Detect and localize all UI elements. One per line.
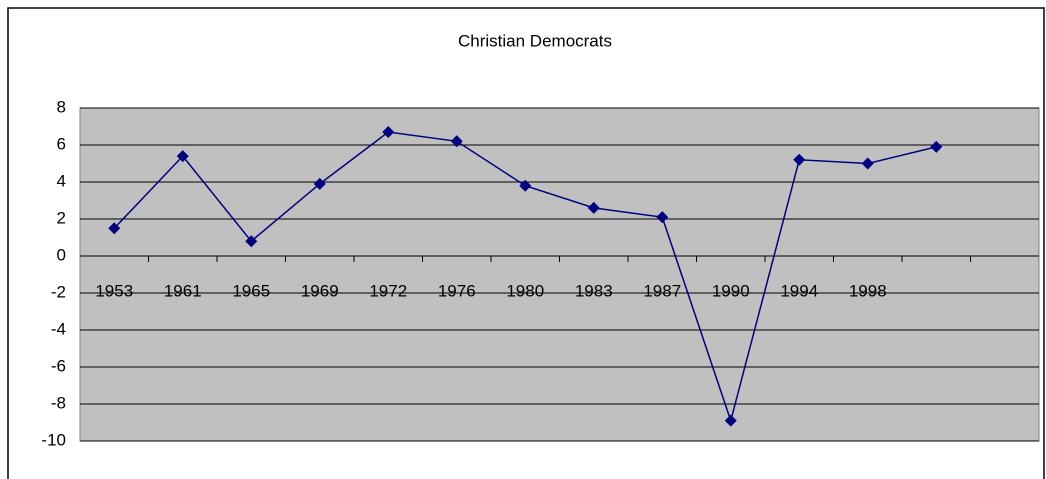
data-point	[313, 177, 326, 190]
data-point	[724, 414, 737, 427]
x-tick-label: 1998	[849, 281, 887, 300]
data-point	[176, 150, 189, 163]
y-tick-label: -6	[51, 356, 66, 375]
data-point	[861, 157, 874, 170]
data-point	[519, 179, 532, 192]
y-tick-label: 4	[57, 171, 66, 190]
x-tick-label: 1969	[301, 281, 339, 300]
x-tick-label: 1961	[164, 281, 202, 300]
y-tick-label: -2	[51, 282, 66, 301]
data-point	[587, 201, 600, 214]
x-tick-label: 1987	[643, 281, 681, 300]
y-tick-label: 8	[57, 97, 66, 116]
x-tick-label: 1953	[95, 281, 133, 300]
x-tick-label: 1980	[506, 281, 544, 300]
plot-area	[79, 107, 1040, 442]
data-point	[656, 211, 669, 224]
y-tick-label: 6	[57, 134, 66, 153]
y-tick-label: -8	[51, 393, 66, 412]
y-tick-label: 0	[57, 245, 66, 264]
x-tick-label: 1965	[232, 281, 270, 300]
data-point	[450, 135, 463, 148]
x-tick-label: 1972	[369, 281, 407, 300]
x-tick-label: 1976	[438, 281, 476, 300]
data-point	[793, 153, 806, 166]
data-point	[245, 235, 258, 248]
data-point	[382, 126, 395, 139]
x-tick-label: 1983	[575, 281, 613, 300]
y-tick-label: 2	[57, 208, 66, 227]
chart-title: Christian Democrats	[458, 31, 612, 50]
x-tick-label: 1994	[780, 281, 818, 300]
y-tick-label: -4	[51, 319, 66, 338]
y-tick-label: -10	[41, 430, 66, 449]
data-point	[930, 140, 943, 153]
data-point	[108, 222, 121, 235]
x-tick-label: 1990	[712, 281, 750, 300]
